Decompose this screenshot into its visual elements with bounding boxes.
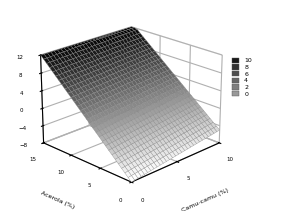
Legend: 10, 8, 6, 4, 2, 0: 10, 8, 6, 4, 2, 0 (230, 56, 253, 98)
X-axis label: Camu-camu (%): Camu-camu (%) (181, 188, 230, 211)
Y-axis label: Acerola (%): Acerola (%) (40, 191, 75, 210)
